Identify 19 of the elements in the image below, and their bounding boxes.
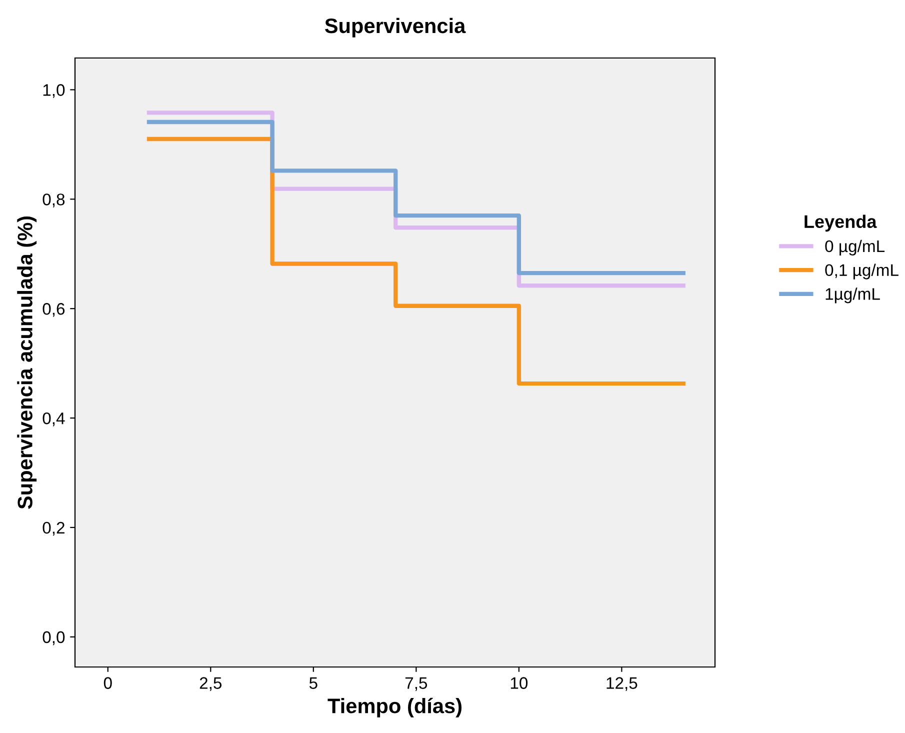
x-tick-label: 2,5 — [200, 677, 222, 691]
y-tick-label: 0,8 — [42, 194, 65, 208]
legend-label: 1µg/mL — [826, 288, 880, 304]
chart-title: Supervivencia — [324, 18, 466, 38]
x-tick-label: 7,5 — [405, 677, 428, 691]
y-tick-label: 0,0 — [42, 631, 65, 646]
legend-title: Leyenda — [804, 214, 877, 232]
x-tick-label: 5 — [309, 677, 318, 689]
y-axis-title: Supervivencia acumulada (%) — [17, 216, 37, 509]
x-tick-label: 0 — [104, 677, 112, 689]
y-tick-label: 0,4 — [42, 412, 65, 426]
y-tick-label: 0,6 — [42, 303, 65, 317]
legend-label: 0 µg/mL — [825, 240, 885, 256]
x-axis-title: Tiempo (días) — [328, 698, 462, 718]
legend-label: 0,1 µg/mL — [825, 264, 898, 280]
y-tick-label: 0,2 — [42, 522, 64, 536]
y-tick-label: 1,0 — [43, 84, 65, 98]
x-tick-label: 10 — [510, 677, 528, 689]
x-tick-label: 12,5 — [606, 677, 638, 691]
